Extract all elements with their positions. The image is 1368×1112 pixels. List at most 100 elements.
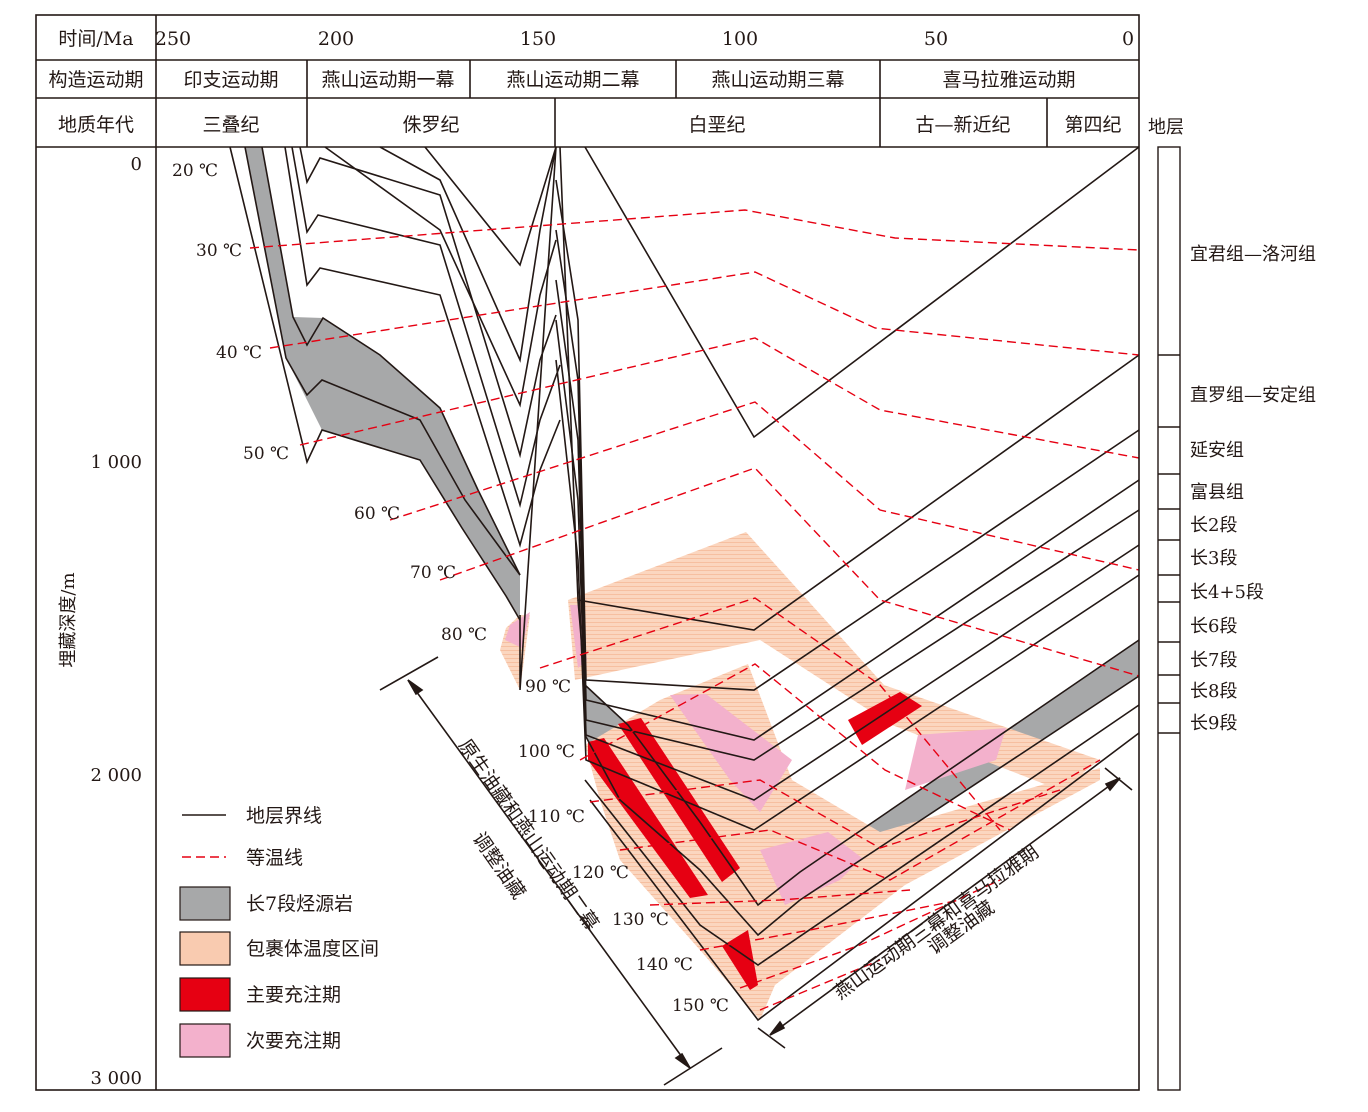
depth-tick: 0 <box>131 154 142 175</box>
isotherm-line <box>439 467 1140 677</box>
isotherm-label: 70 ℃ <box>410 563 456 583</box>
tectonic-period: 燕山运动期二幕 <box>506 69 639 91</box>
isotherm-label: 60 ℃ <box>354 504 400 524</box>
boundary-line <box>424 146 557 267</box>
isotherm-label: 110 ℃ <box>528 807 585 827</box>
legend-label: 包裹体温度区间 <box>246 938 379 960</box>
isotherm-line <box>539 597 1001 831</box>
strata-column <box>1157 146 1181 1091</box>
time-label: 时间/Ma <box>58 28 133 50</box>
isotherm-lines <box>249 209 1140 1011</box>
isotherm-line <box>699 899 961 951</box>
isotherm-line <box>759 959 881 1011</box>
geologic-age: 侏罗纪 <box>402 114 459 136</box>
strata-unit: 长8段 <box>1190 681 1237 702</box>
time-tick: 50 <box>924 28 948 50</box>
strata-title: 地层 <box>1148 117 1184 138</box>
legend-swatch-inclusion <box>179 931 231 966</box>
time-tick: 250 <box>155 28 191 50</box>
isotherm-line <box>299 337 1140 459</box>
legend-swatch-main-charge <box>179 977 231 1012</box>
time-tick: 100 <box>722 28 758 50</box>
boundary-line <box>324 146 557 408</box>
tectonic-period: 燕山运动期一幕 <box>321 69 454 91</box>
legend-swatch-secondary-charge <box>179 1023 231 1058</box>
isotherm-label: 130 ℃ <box>612 910 669 930</box>
isotherm-line <box>579 663 1011 831</box>
isotherm-label: 100 ℃ <box>518 742 575 762</box>
main-charge-3 <box>848 692 922 745</box>
boundary-line <box>379 146 557 363</box>
tectonic-period: 喜马拉雅运动期 <box>942 69 1075 91</box>
legend-swatch-source-rock <box>179 886 231 921</box>
isotherm-line <box>589 779 1061 849</box>
strata-unit: 长7段 <box>1190 650 1237 671</box>
age-label: 地质年代 <box>58 114 134 136</box>
boundary-line <box>261 146 521 576</box>
main-charge-1 <box>588 738 708 898</box>
boundary-line <box>559 146 1140 631</box>
boundary-line <box>577 599 1140 907</box>
geologic-age: 古—新近纪 <box>915 114 1010 136</box>
legend-label: 等温线 <box>246 847 303 869</box>
isotherm-line <box>389 401 1140 571</box>
isotherm-label: 20 ℃ <box>172 161 218 181</box>
geologic-age: 白垩纪 <box>688 114 745 136</box>
isotherm-label: 90 ℃ <box>525 677 571 697</box>
isotherm-label: 140 ℃ <box>636 955 693 975</box>
depth-axis-label: 埋藏深度/m <box>58 572 79 667</box>
time-tick: 200 <box>318 28 354 50</box>
strata-unit: 宜君组—洛河组 <box>1190 244 1316 265</box>
isotherm-line <box>249 209 1140 251</box>
boundary-line <box>584 146 1140 439</box>
strata-unit: 富县组 <box>1190 482 1244 503</box>
isotherm-line <box>619 759 1101 881</box>
geologic-age: 第四纪 <box>1064 114 1121 136</box>
boundary-line <box>299 146 557 459</box>
secondary-charge-5 <box>905 728 1006 790</box>
boundary-line <box>291 146 561 509</box>
boundary-line <box>555 359 1140 831</box>
annotation-arrows <box>379 656 1133 1086</box>
tectonic-period: 燕山运动期三幕 <box>711 69 844 91</box>
legend-label: 地层界线 <box>246 805 322 827</box>
boundary-line <box>555 319 1140 801</box>
strata-unit: 长6段 <box>1190 616 1237 637</box>
legend: 地层界线 等温线 长7段烃源岩 包裹体温度区间 主要充注期 次要充注期 <box>179 805 379 1058</box>
isotherm-line <box>739 879 1001 989</box>
strata-unit: 直罗组—安定组 <box>1190 385 1316 406</box>
isotherm-label: 40 ℃ <box>216 343 262 363</box>
tectonic-label: 构造运动期 <box>48 69 143 91</box>
isotherm-label: 80 ℃ <box>441 625 487 645</box>
legend-label: 主要充注期 <box>246 984 341 1006</box>
source-rock-fill-early <box>245 147 520 620</box>
depth-tick: 3 000 <box>90 1068 142 1089</box>
boundary-line <box>244 146 521 576</box>
boundary-line <box>519 146 557 691</box>
tectonic-period: 印支运动期 <box>183 69 278 91</box>
secondary-charge-3 <box>670 694 792 812</box>
isotherm-line <box>269 271 1140 356</box>
depth-tick: 2 000 <box>90 765 142 786</box>
boundary-line <box>229 146 521 621</box>
isotherm-label: 150 ℃ <box>672 996 729 1016</box>
isotherm-label: 120 ℃ <box>572 863 629 883</box>
strata-unit: 长2段 <box>1190 515 1237 536</box>
strata-unit: 长9段 <box>1190 713 1237 734</box>
time-tick: 0 <box>1122 28 1134 50</box>
legend-label: 长7段烃源岩 <box>246 893 353 915</box>
strata-unit: 长4+5段 <box>1190 582 1264 603</box>
boundary-line <box>584 675 1140 937</box>
stratum-boundaries <box>229 146 1140 1022</box>
frame <box>35 14 1140 1091</box>
isotherm-line <box>649 889 911 906</box>
boundary-line <box>284 146 561 548</box>
isotherm-label: 30 ℃ <box>196 241 242 261</box>
depth-tick: 1 000 <box>90 452 142 473</box>
inclusion-zone-a <box>568 532 1100 790</box>
time-tick: 150 <box>520 28 556 50</box>
strata-unit: 延安组 <box>1190 440 1244 461</box>
legend-label: 次要充注期 <box>246 1030 341 1052</box>
strata-unit: 长3段 <box>1190 548 1237 569</box>
